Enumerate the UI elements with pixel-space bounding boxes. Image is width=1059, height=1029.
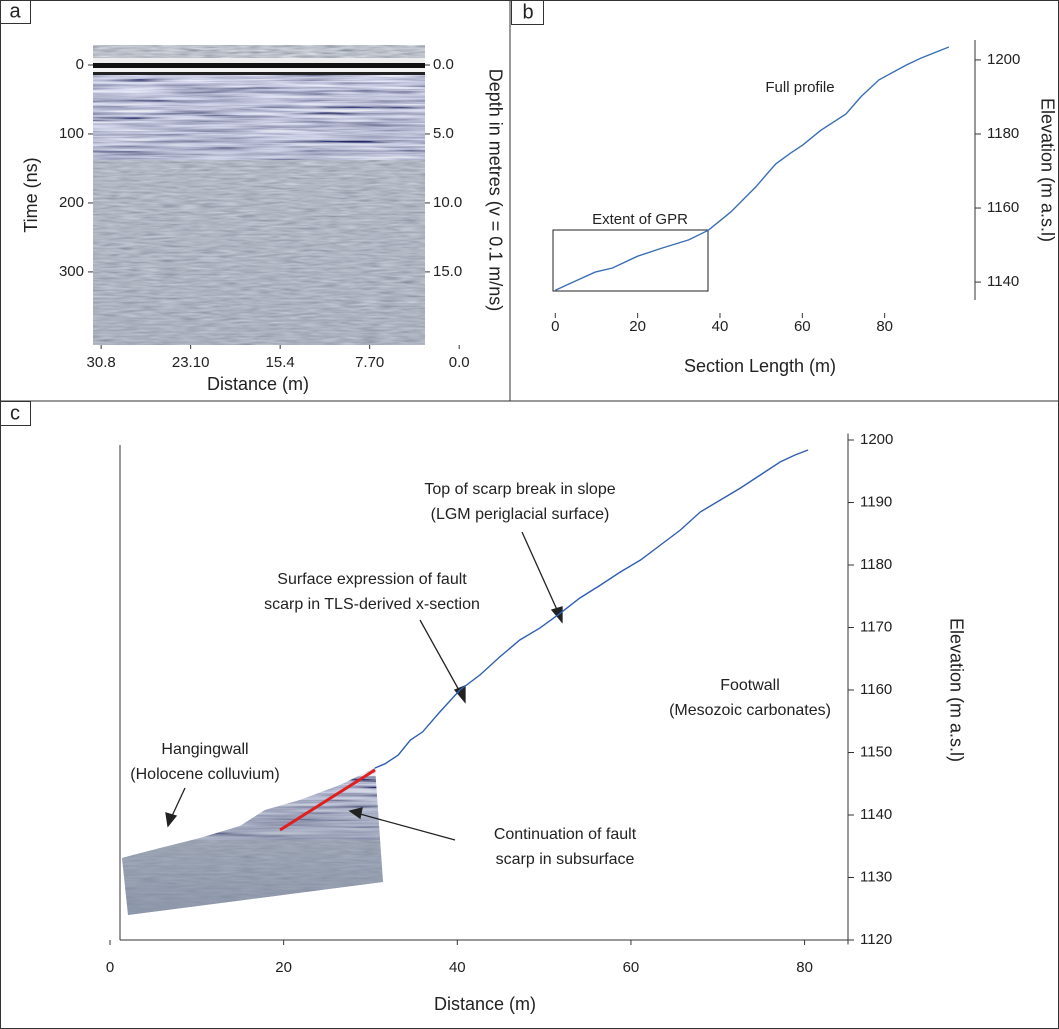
y-tick-label: 0 <box>76 56 84 73</box>
y-axis-title: Elevation (m a.s.l) <box>1037 98 1057 242</box>
annotation: Extent of GPR <box>592 211 688 228</box>
y-tick-label: 1200 <box>987 51 1020 68</box>
panel-label-box <box>0 0 31 24</box>
x-tick-label: 80 <box>876 318 893 335</box>
profile-line <box>374 449 809 769</box>
y-tick-label: 300 <box>59 263 84 280</box>
y-tick-label: 1140 <box>987 273 1019 290</box>
x-tick-label: 80 <box>796 959 813 976</box>
annotation: Continuation of fault <box>494 826 637 843</box>
y-axis-title: Time (ns) <box>21 157 41 232</box>
panel-label: b <box>522 1 533 23</box>
y-tick-label: 1180 <box>860 556 892 573</box>
y2-tick-label: 5.0 <box>433 125 454 142</box>
x-tick-label: 20 <box>275 959 292 976</box>
x-tick-label: 20 <box>629 318 646 335</box>
x-tick-label: 0 <box>106 959 114 976</box>
x-tick-label: 40 <box>449 959 466 976</box>
y-tick-label: 1200 <box>860 431 893 448</box>
y-tick-label: 1170 <box>860 618 892 635</box>
y-tick-label: 1140 <box>860 806 892 823</box>
annotation: (LGM periglacial surface) <box>431 506 610 523</box>
y-tick-label: 1120 <box>860 931 892 948</box>
fault-trace <box>279 768 376 832</box>
radargram-image <box>93 45 425 345</box>
y-axis-title: Elevation (m a.s.l) <box>946 618 966 762</box>
y-tick-label: 1160 <box>987 199 1019 216</box>
annotation: Hangingwall <box>161 741 248 758</box>
annotation: Full profile <box>765 79 834 96</box>
y-tick-label: 1180 <box>987 125 1019 142</box>
annotation: Surface expression of fault <box>277 571 467 588</box>
y2-tick-label: 0.0 <box>433 56 454 73</box>
y-tick-label: 1130 <box>860 868 892 885</box>
panel-label: c <box>10 402 20 424</box>
annotation: Footwall <box>720 677 780 694</box>
x-tick-label: 60 <box>794 318 811 335</box>
x-tick-label: 60 <box>623 959 640 976</box>
annotation: scarp in TLS-derived x-section <box>264 596 480 613</box>
y-tick-label: 1160 <box>860 681 892 698</box>
x-tick-label: 15.4 <box>266 354 295 371</box>
gpr-extent-box <box>552 229 709 292</box>
x-axis-title: Distance (m) <box>207 374 309 394</box>
y2-tick-label: 15.0 <box>433 263 462 280</box>
y2-axis-title: Depth in metres (v = 0.1 m/ns) <box>485 69 505 312</box>
annotation: scarp in subsurface <box>496 851 635 868</box>
y-tick-label: 100 <box>59 125 84 142</box>
y2-tick-label: 10.0 <box>433 194 462 211</box>
annotation: (Mesozoic carbonates) <box>669 702 831 719</box>
profile-line <box>555 46 950 291</box>
x-tick-label: 0.0 <box>449 354 470 371</box>
panel-label-box <box>511 0 544 25</box>
x-tick-label: 23.10 <box>172 354 210 371</box>
y-tick-label: 1150 <box>860 743 892 760</box>
panel-label-box <box>0 401 31 426</box>
gpr-overlay <box>122 768 383 915</box>
x-tick-label: 7.70 <box>355 354 384 371</box>
panel-label: a <box>9 0 21 22</box>
y-tick-label: 200 <box>59 194 84 211</box>
annotation: Top of scarp break in slope <box>424 481 615 498</box>
x-axis-title: Section Length (m) <box>684 356 836 376</box>
x-tick-label: 30.8 <box>87 354 116 371</box>
x-tick-label: 40 <box>712 318 729 335</box>
y-tick-label: 1190 <box>860 493 892 510</box>
x-tick-label: 0 <box>551 318 559 335</box>
annotation: (Holocene colluvium) <box>130 766 279 783</box>
x-axis-title: Distance (m) <box>434 994 536 1014</box>
